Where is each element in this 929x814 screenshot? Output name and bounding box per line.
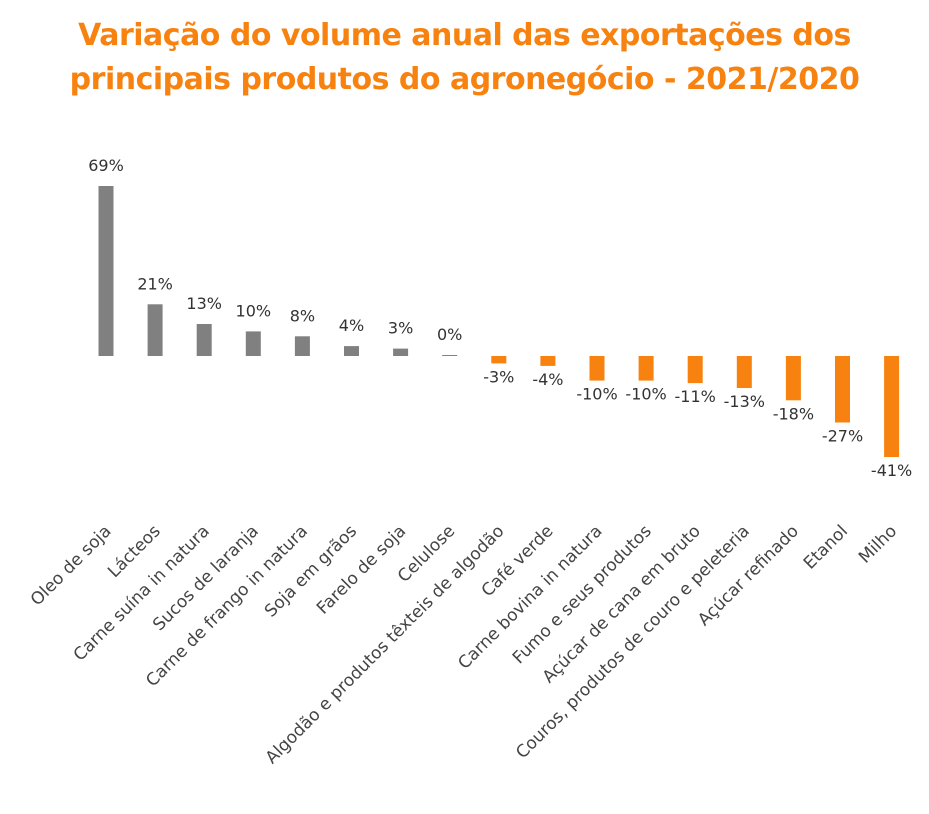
- chart-title: Variação do volume anual das exportações…: [0, 14, 929, 102]
- value-label-15: -27%: [822, 427, 863, 446]
- value-label-10: -10%: [576, 385, 617, 404]
- bar-6: [393, 348, 409, 356]
- value-label-7: 0%: [437, 325, 462, 344]
- value-label-1: 21%: [137, 274, 173, 293]
- bar-3: [245, 331, 261, 356]
- bar-10: [589, 356, 605, 381]
- bar-16: [884, 356, 900, 457]
- value-label-11: -10%: [625, 385, 666, 404]
- value-label-4: 8%: [290, 306, 315, 325]
- bar-11: [638, 356, 654, 381]
- category-label-0: Oleo de soja: [27, 521, 116, 610]
- bar-8: [491, 356, 507, 364]
- value-label-0: 69%: [88, 156, 124, 175]
- value-label-14: -18%: [773, 404, 814, 423]
- value-label-6: 3%: [388, 319, 413, 338]
- chart-title-line-1: Variação do volume anual das exportações…: [78, 18, 851, 53]
- bar-12: [687, 356, 703, 384]
- value-labels-group: 69% 21% 13% 10% 8% 4% 3% 0% -3% -4% -10% -10% -11% -1…: [88, 156, 912, 480]
- bar-2: [196, 324, 212, 356]
- value-label-3: 10%: [236, 301, 272, 320]
- value-label-8: -3%: [483, 367, 514, 386]
- bar-15: [835, 356, 850, 423]
- chart-title-line-2: principais produtos do agronegócio - 202…: [69, 62, 860, 97]
- value-label-16: -41%: [871, 461, 912, 480]
- bars-group: [98, 186, 900, 457]
- value-label-9: -4%: [532, 370, 563, 389]
- value-label-13: -13%: [724, 392, 765, 411]
- value-label-2: 13%: [186, 294, 222, 313]
- bar-4: [294, 336, 310, 356]
- bar-1: [147, 304, 163, 356]
- value-label-12: -11%: [675, 387, 716, 406]
- bar-5: [344, 346, 359, 356]
- bar-14: [785, 356, 801, 401]
- bar-7: [442, 355, 458, 356]
- category-label-16: Milho: [855, 521, 901, 567]
- bar-0: [98, 186, 114, 356]
- value-label-5: 4%: [339, 316, 364, 335]
- bar-13: [736, 356, 752, 388]
- category-label-15: Etanol: [800, 521, 852, 573]
- bar-9: [540, 356, 556, 366]
